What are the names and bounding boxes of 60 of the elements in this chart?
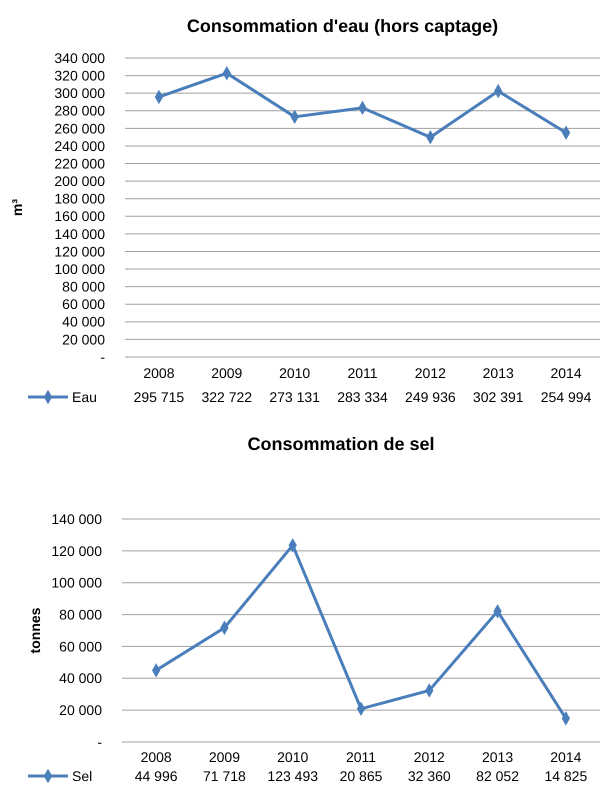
data-label: 123 493 — [267, 768, 318, 784]
y-tick-label: 80 000 — [59, 606, 102, 622]
y-tick-label: 100 000 — [51, 574, 102, 591]
y-tick-label: 200 000 — [54, 173, 106, 190]
data-label: 322 722 — [201, 389, 252, 405]
x-tick-label: 2013 — [482, 365, 514, 381]
y-tick-label: 300 000 — [54, 85, 106, 102]
data-label: 302 391 — [472, 389, 524, 405]
y-tick-label: 340 000 — [54, 50, 106, 66]
x-tick-label: 2013 — [482, 749, 514, 765]
y-tick-label: 60 000 — [62, 296, 106, 312]
x-tick-label: 2008 — [140, 749, 172, 765]
legend-label: Eau — [72, 389, 97, 405]
y-axis-title: tonnes — [27, 607, 43, 654]
y-tick-label: 140 000 — [51, 510, 102, 527]
data-label: 254 994 — [540, 389, 592, 405]
x-tick-label: 2012 — [414, 365, 446, 381]
data-label: 71 718 — [203, 768, 246, 784]
y-tick-label: 220 000 — [54, 155, 106, 172]
y-tick-label: 100 000 — [54, 260, 106, 277]
x-tick-label: 2009 — [208, 749, 240, 765]
chart-title: Consommation d'eau (hors captage) — [186, 16, 498, 36]
y-tick-label: 140 000 — [54, 226, 106, 242]
y-tick-label: 40 000 — [62, 314, 106, 330]
x-tick-label: 2010 — [277, 749, 308, 765]
y-tick-label: 180 000 — [54, 190, 106, 207]
y-axis-title: m³ — [9, 198, 25, 216]
x-tick-label: 2011 — [347, 365, 378, 381]
data-label: 14 825 — [544, 768, 588, 784]
legend-label: Sel — [72, 768, 92, 784]
chart-title: Consommation de sel — [247, 434, 435, 454]
data-label: 32 360 — [408, 768, 451, 784]
y-tick-label: 80 000 — [62, 278, 106, 295]
y-tick-label: 40 000 — [59, 670, 102, 686]
y-tick-label: 20 000 — [62, 331, 106, 348]
data-label: 295 715 — [134, 389, 184, 405]
data-label: 249 936 — [405, 389, 456, 405]
x-tick-label: 2011 — [346, 749, 376, 765]
x-tick-label: 2009 — [211, 365, 243, 381]
y-tick-label: 120 000 — [51, 542, 102, 559]
x-tick-label: 2010 — [279, 365, 310, 381]
y-tick-label: 120 000 — [54, 243, 106, 260]
x-tick-label: 2014 — [550, 749, 582, 765]
y-tick-label: 260 000 — [54, 120, 106, 136]
data-label: 273 131 — [269, 389, 320, 405]
data-label: 20 865 — [340, 768, 383, 784]
y-tick-label: - — [97, 734, 102, 750]
y-tick-label: 280 000 — [54, 102, 106, 119]
data-label: 44 996 — [134, 768, 178, 784]
x-tick-label: 2012 — [414, 749, 446, 765]
y-tick-label: 20 000 — [59, 702, 102, 718]
x-tick-label: 2014 — [550, 365, 582, 381]
y-tick-label: 320 000 — [54, 67, 106, 84]
data-label: 283 334 — [337, 389, 388, 405]
y-tick-label: 240 000 — [54, 138, 106, 154]
y-tick-label: - — [100, 348, 106, 365]
y-tick-label: 160 000 — [54, 208, 106, 224]
y-tick-label: 60 000 — [59, 638, 102, 654]
data-label: 82 052 — [476, 768, 520, 784]
x-tick-label: 2008 — [143, 365, 175, 381]
